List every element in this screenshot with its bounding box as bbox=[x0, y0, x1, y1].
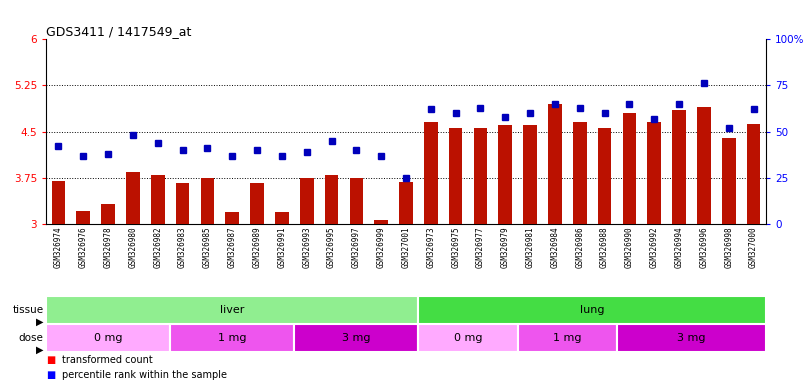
Text: GSM326975: GSM326975 bbox=[451, 226, 460, 268]
Text: GSM327001: GSM327001 bbox=[401, 226, 410, 268]
Text: GSM326998: GSM326998 bbox=[724, 226, 733, 268]
Text: GSM326992: GSM326992 bbox=[650, 226, 659, 268]
Bar bbox=[350, 178, 363, 224]
Text: GSM326999: GSM326999 bbox=[376, 226, 386, 268]
Text: GSM327000: GSM327000 bbox=[749, 226, 758, 268]
Bar bbox=[623, 113, 637, 224]
Text: GSM326991: GSM326991 bbox=[277, 226, 286, 268]
Bar bbox=[126, 172, 139, 224]
Text: 1 mg: 1 mg bbox=[553, 333, 581, 343]
Bar bbox=[176, 183, 190, 224]
Text: GSM326981: GSM326981 bbox=[526, 226, 534, 268]
Text: 0 mg: 0 mg bbox=[454, 333, 483, 343]
Bar bbox=[617, 324, 766, 352]
Text: GSM326978: GSM326978 bbox=[104, 226, 113, 268]
Bar bbox=[275, 212, 289, 224]
Text: GSM326973: GSM326973 bbox=[427, 226, 436, 268]
Text: GSM326976: GSM326976 bbox=[79, 226, 88, 268]
Text: ▶: ▶ bbox=[36, 344, 44, 354]
Bar bbox=[722, 138, 736, 224]
Bar bbox=[474, 129, 487, 224]
Text: GSM326986: GSM326986 bbox=[575, 226, 584, 268]
Text: transformed count: transformed count bbox=[62, 356, 153, 366]
Bar bbox=[294, 324, 418, 352]
Bar bbox=[399, 182, 413, 224]
Text: GSM326993: GSM326993 bbox=[303, 226, 311, 268]
Bar bbox=[225, 212, 239, 224]
Bar bbox=[598, 129, 611, 224]
Text: GSM326995: GSM326995 bbox=[327, 226, 336, 268]
Bar bbox=[101, 204, 115, 224]
Bar bbox=[46, 296, 418, 324]
Text: GSM326974: GSM326974 bbox=[54, 226, 63, 268]
Bar bbox=[375, 220, 388, 224]
Text: lung: lung bbox=[580, 305, 604, 315]
Text: GSM326987: GSM326987 bbox=[228, 226, 237, 268]
Text: 3 mg: 3 mg bbox=[677, 333, 706, 343]
Text: tissue: tissue bbox=[12, 305, 44, 315]
Text: GSM326988: GSM326988 bbox=[600, 226, 609, 268]
Bar bbox=[200, 178, 214, 224]
Text: GSM326985: GSM326985 bbox=[203, 226, 212, 268]
Text: percentile rank within the sample: percentile rank within the sample bbox=[62, 369, 227, 379]
Bar bbox=[548, 104, 562, 224]
Bar bbox=[418, 324, 517, 352]
Bar bbox=[52, 181, 65, 224]
Text: GSM326977: GSM326977 bbox=[476, 226, 485, 268]
Bar bbox=[448, 129, 462, 224]
Text: GSM326996: GSM326996 bbox=[699, 226, 709, 268]
Text: dose: dose bbox=[19, 333, 44, 343]
Text: 3 mg: 3 mg bbox=[342, 333, 371, 343]
Bar bbox=[46, 324, 170, 352]
Text: GSM326979: GSM326979 bbox=[501, 226, 510, 268]
Bar bbox=[573, 122, 586, 224]
Text: ■: ■ bbox=[46, 356, 55, 366]
Text: GSM326984: GSM326984 bbox=[551, 226, 560, 268]
Bar bbox=[499, 126, 512, 224]
Text: GSM326982: GSM326982 bbox=[153, 226, 162, 268]
Bar bbox=[517, 324, 617, 352]
Bar bbox=[251, 183, 264, 224]
Bar bbox=[747, 124, 761, 224]
Text: 0 mg: 0 mg bbox=[94, 333, 122, 343]
Bar bbox=[151, 175, 165, 224]
Text: GSM326990: GSM326990 bbox=[625, 226, 634, 268]
Bar bbox=[672, 110, 686, 224]
Bar bbox=[324, 175, 338, 224]
Bar bbox=[418, 296, 766, 324]
Bar bbox=[300, 178, 314, 224]
Text: GSM326983: GSM326983 bbox=[178, 226, 187, 268]
Bar bbox=[697, 107, 710, 224]
Bar bbox=[647, 122, 661, 224]
Bar bbox=[170, 324, 294, 352]
Text: ▶: ▶ bbox=[36, 316, 44, 327]
Bar bbox=[424, 122, 438, 224]
Text: GSM326989: GSM326989 bbox=[252, 226, 261, 268]
Text: GSM326994: GSM326994 bbox=[675, 226, 684, 268]
Text: GSM326997: GSM326997 bbox=[352, 226, 361, 268]
Text: 1 mg: 1 mg bbox=[218, 333, 247, 343]
Text: ■: ■ bbox=[46, 369, 55, 379]
Text: liver: liver bbox=[220, 305, 244, 315]
Bar bbox=[76, 210, 90, 224]
Bar bbox=[523, 126, 537, 224]
Text: GSM326980: GSM326980 bbox=[128, 226, 137, 268]
Text: GDS3411 / 1417549_at: GDS3411 / 1417549_at bbox=[46, 25, 191, 38]
